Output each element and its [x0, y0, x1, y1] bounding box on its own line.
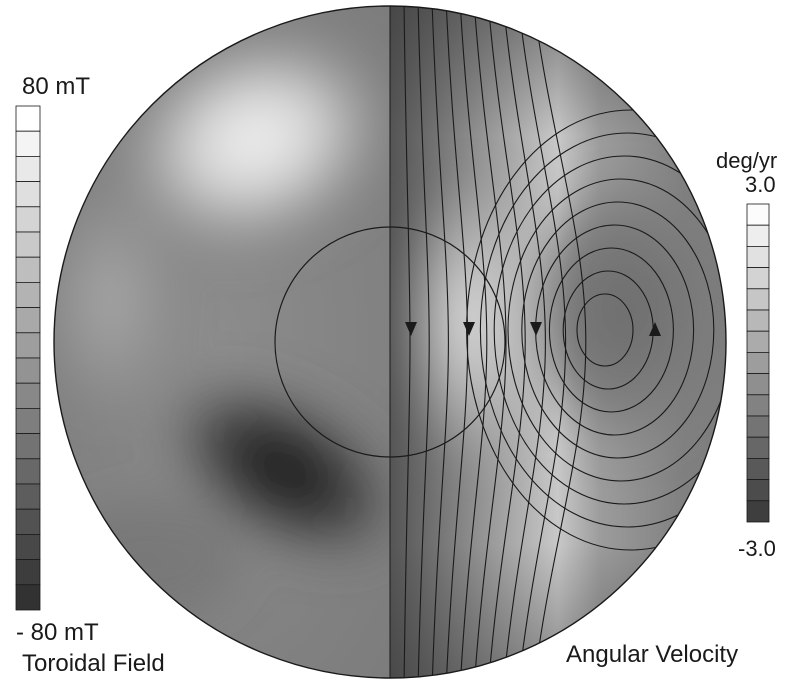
- angular-scale-level: [746, 479, 770, 502]
- angular-scale-level: [746, 373, 770, 396]
- angular-velocity-title: Angular Velocity: [566, 641, 738, 668]
- closed-field-loop: [521, 201, 715, 459]
- toroidal-scale-level: [15, 307, 41, 334]
- angular-scale-level: [746, 309, 770, 332]
- toroidal-field-colorbar: 80 mT - 80 mT Toroidal Field: [15, 73, 165, 677]
- angular-scale-level: [746, 394, 770, 417]
- angular-scale-level: [746, 267, 770, 290]
- angular-max-label: 3.0: [745, 172, 776, 197]
- arrow-down-icon: [530, 322, 542, 336]
- core-mantle-boundary: [53, 5, 727, 679]
- toroidal-scale-level: [15, 483, 41, 510]
- closed-field-loop: [576, 293, 634, 367]
- toroidal-scale-level: [15, 382, 41, 409]
- angular-scale-level: [746, 203, 770, 226]
- angular-velocity-colorbar: deg/yr 3.0 -3.0 Angular Velocity: [566, 148, 777, 668]
- angular-scale-level: [746, 500, 770, 523]
- toroidal-scale-level: [15, 206, 41, 233]
- closed-field-loop: [548, 247, 674, 413]
- toroidal-scale-level: [15, 559, 41, 586]
- toroidal-scale-level: [15, 458, 41, 485]
- open-field-line: [445, 6, 469, 678]
- angular-scale-level: [746, 457, 770, 480]
- toroidal-field-hemisphere: [54, 6, 390, 678]
- toroidal-scale-level: [15, 332, 41, 359]
- open-field-line: [417, 6, 430, 678]
- closed-field-loop: [507, 178, 726, 482]
- toroidal-scale-level: [15, 181, 41, 208]
- toroidal-scale-level: [15, 584, 41, 611]
- toroidal-scale-level: [15, 281, 41, 308]
- toroidal-field-title: Toroidal Field: [22, 650, 165, 677]
- flow-arrows: [405, 322, 661, 336]
- angular-scale-level: [746, 351, 770, 374]
- angular-scale-level: [746, 330, 770, 353]
- open-field-line: [473, 6, 507, 678]
- open-field-line: [502, 6, 546, 678]
- toroidal-scale-level: [15, 130, 41, 157]
- toroidal-scale-level: [15, 508, 41, 535]
- toroidal-scale-level: [15, 105, 41, 132]
- open-field-line: [532, 6, 587, 678]
- angular-scale-level: [746, 415, 770, 438]
- arrow-down-icon: [405, 322, 417, 336]
- toroidal-scale-level: [15, 231, 41, 258]
- open-field-line: [487, 6, 526, 678]
- closed-field-loop: [493, 155, 726, 505]
- angular-scale-level: [746, 224, 770, 247]
- streamlines: [403, 6, 726, 678]
- arrow-down-icon: [463, 322, 475, 336]
- toroidal-scale-level: [15, 433, 41, 460]
- angular-unit-label: deg/yr: [716, 148, 777, 173]
- angular-min-label: -3.0: [738, 536, 776, 561]
- angular-scale-level: [746, 436, 770, 459]
- closed-field-loop: [479, 132, 726, 528]
- open-field-line: [459, 6, 488, 678]
- open-field-lines: [403, 6, 587, 678]
- angular-scale-level: [746, 288, 770, 311]
- toroidal-scale-level: [15, 407, 41, 434]
- open-field-line: [431, 6, 449, 678]
- toroidal-scale-level: [15, 534, 41, 561]
- toroidal-max-label: 80 mT: [22, 73, 90, 100]
- toroidal-scale-level: [15, 155, 41, 182]
- angular-scale-level: [746, 245, 770, 268]
- toroidal-min-label: - 80 mT: [16, 619, 99, 646]
- open-field-line: [517, 6, 567, 678]
- arrow-up-icon: [649, 322, 661, 336]
- open-field-line: [403, 6, 411, 678]
- toroidal-scale-level: [15, 256, 41, 283]
- toroidal-scale-level: [15, 357, 41, 384]
- closed-field-loops: [466, 109, 726, 551]
